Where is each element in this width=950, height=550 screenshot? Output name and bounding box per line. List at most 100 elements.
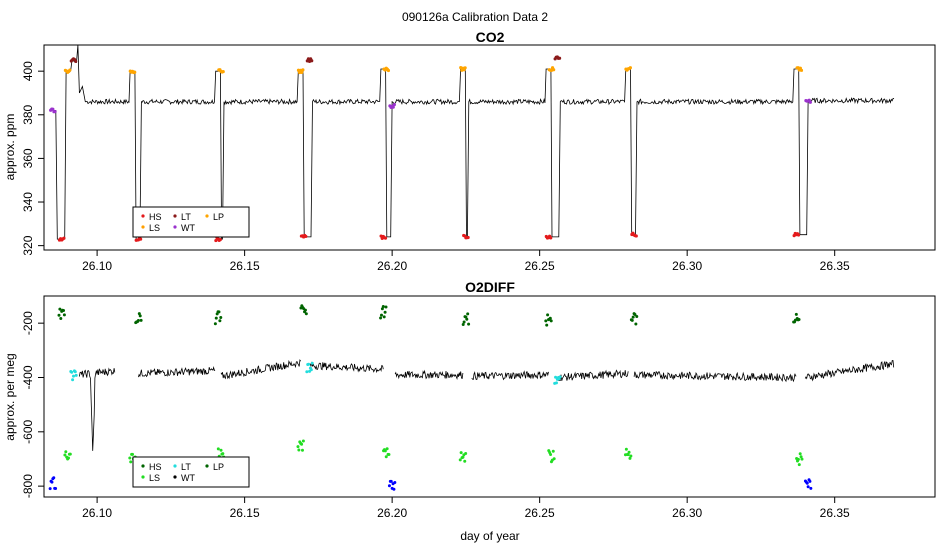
o2diff-point-hs [139, 318, 143, 322]
o2-legend-marker-ls [141, 475, 145, 479]
o2diff-point-hs [794, 312, 798, 316]
x-axis-label: day of year [460, 529, 519, 543]
o2diff-series-line [220, 359, 302, 380]
o2diff-point-lt [558, 375, 562, 379]
co2-ytick-label: 400 [21, 61, 35, 81]
o2-xtick-label: 26.10 [82, 506, 112, 520]
o2diff-point-ls [221, 452, 225, 456]
o2diff-point-ls [800, 457, 804, 461]
o2diff-point-wt [54, 486, 58, 490]
o2diff-point-wt [387, 484, 391, 488]
co2-point-hs [139, 237, 143, 241]
co2-legend-label-lt: LT [181, 212, 191, 222]
co2-legend-label-wt: WT [181, 223, 195, 233]
o2-legend-marker-lp [205, 464, 209, 468]
o2diff-point-wt [809, 486, 813, 490]
o2diff-point-hs [465, 317, 469, 321]
o2diff-point-wt [806, 485, 810, 489]
o2diff-point-lt [554, 375, 558, 379]
co2-point-lp [552, 68, 556, 72]
co2-legend-label-hs: HS [149, 212, 162, 222]
co2-point-lp [386, 68, 391, 73]
o2diff-point-hs [634, 322, 638, 326]
o2diff-series-line [804, 360, 895, 382]
o2diff-point-lt [70, 370, 74, 374]
co2-y-axis: 320 340 360 380 400 [21, 61, 44, 256]
o2diff-point-ls [628, 456, 632, 460]
o2diff-point-hs [630, 318, 634, 322]
o2diff-point-hs [380, 307, 384, 311]
o2diff-series-line [79, 367, 116, 451]
o2diff-point-ls [296, 445, 300, 449]
o2diff-point-lt [307, 362, 311, 366]
o2diff-point-ls [626, 453, 630, 457]
co2-point-lp [133, 70, 137, 74]
o2diff-point-hs [136, 319, 140, 323]
o2diff-point-hs [462, 320, 466, 324]
o2diff-point-hs [214, 316, 218, 320]
o2diff-point-ls [67, 456, 71, 460]
co2-point-lp [799, 68, 804, 72]
co2-point-wt [392, 103, 396, 107]
co2-point-hs [62, 236, 66, 240]
o2diff-point-hs [213, 322, 217, 326]
o2diff-point-lt [71, 378, 75, 382]
o2-legend-label-ls: LS [149, 473, 160, 483]
o2diff-series-line [309, 361, 384, 374]
o2diff-point-hs [466, 312, 470, 316]
co2-point-lt [74, 59, 78, 63]
co2-xtick-label: 26.35 [820, 259, 850, 273]
figure-title: 090126a Calibration Data 2 [402, 10, 548, 24]
o2-xtick-label: 26.35 [820, 506, 850, 520]
o2-legend-marker-wt [173, 475, 177, 479]
o2-ytick-label: -800 [21, 474, 35, 498]
co2-legend-box [132, 206, 250, 238]
o2diff-panel: O2DIFF approx. per meg 26.10 26.15 26.20 26… [3, 279, 936, 543]
o2diff-series-line [394, 369, 464, 380]
co2-point-hs [634, 234, 638, 238]
o2diff-point-hs [379, 313, 383, 317]
o2diff-point-wt [805, 481, 809, 485]
co2-panel: CO2 approx. ppm 26.10 26.15 26.20 26.25 26.3… [3, 29, 936, 273]
o2diff-point-hs [59, 316, 63, 320]
o2diff-point-ls [384, 455, 388, 459]
o2diff-point-hs [633, 313, 637, 317]
o2-legend-marker-lt [173, 464, 177, 468]
o2diff-point-hs [631, 315, 635, 319]
o2diff-point-ls [219, 448, 223, 452]
co2-legend-marker-ls [141, 225, 145, 229]
co2-xtick-label: 26.15 [230, 259, 260, 273]
o2diff-point-hs [218, 319, 222, 323]
co2-point-lp [221, 69, 225, 74]
o2diff-point-wt [389, 479, 393, 483]
o2diff-point-ls [129, 460, 133, 464]
o2diff-point-ls [383, 449, 387, 453]
co2-point-hs [214, 238, 218, 243]
o2diff-point-wt [52, 476, 56, 480]
o2diff-series-line [471, 370, 549, 381]
co2-point-lp [68, 68, 72, 72]
co2-point-hs [549, 236, 553, 240]
co2-point-wt [391, 105, 395, 109]
o2diff-point-ls [68, 452, 72, 456]
o2diff-point-hs [464, 315, 468, 319]
o2diff-point-ls [300, 448, 304, 452]
co2-xtick-label: 26.30 [672, 259, 702, 273]
o2diff-point-ls [64, 450, 68, 454]
co2-legend-marker-lp [205, 214, 209, 218]
co2-point-hs [383, 236, 388, 240]
o2diff-x-axis: 26.10 26.15 26.20 26.25 26.30 26.35 [82, 497, 850, 520]
o2diff-point-lt [74, 373, 78, 377]
co2-legend-marker-hs [141, 214, 145, 218]
o2diff-point-wt [50, 480, 54, 484]
o2diff-point-hs [217, 310, 221, 314]
o2diff-legend-box [132, 456, 250, 488]
o2diff-point-hs [62, 309, 66, 313]
co2-point-hs [218, 237, 222, 242]
o2-xtick-label: 26.20 [377, 506, 407, 520]
co2-ytick-label: 340 [21, 192, 35, 212]
o2diff-point-lt [305, 370, 309, 374]
o2diff-point-hs [544, 319, 548, 323]
o2diff-point-ls [459, 451, 463, 455]
o2diff-point-ls [385, 447, 389, 451]
